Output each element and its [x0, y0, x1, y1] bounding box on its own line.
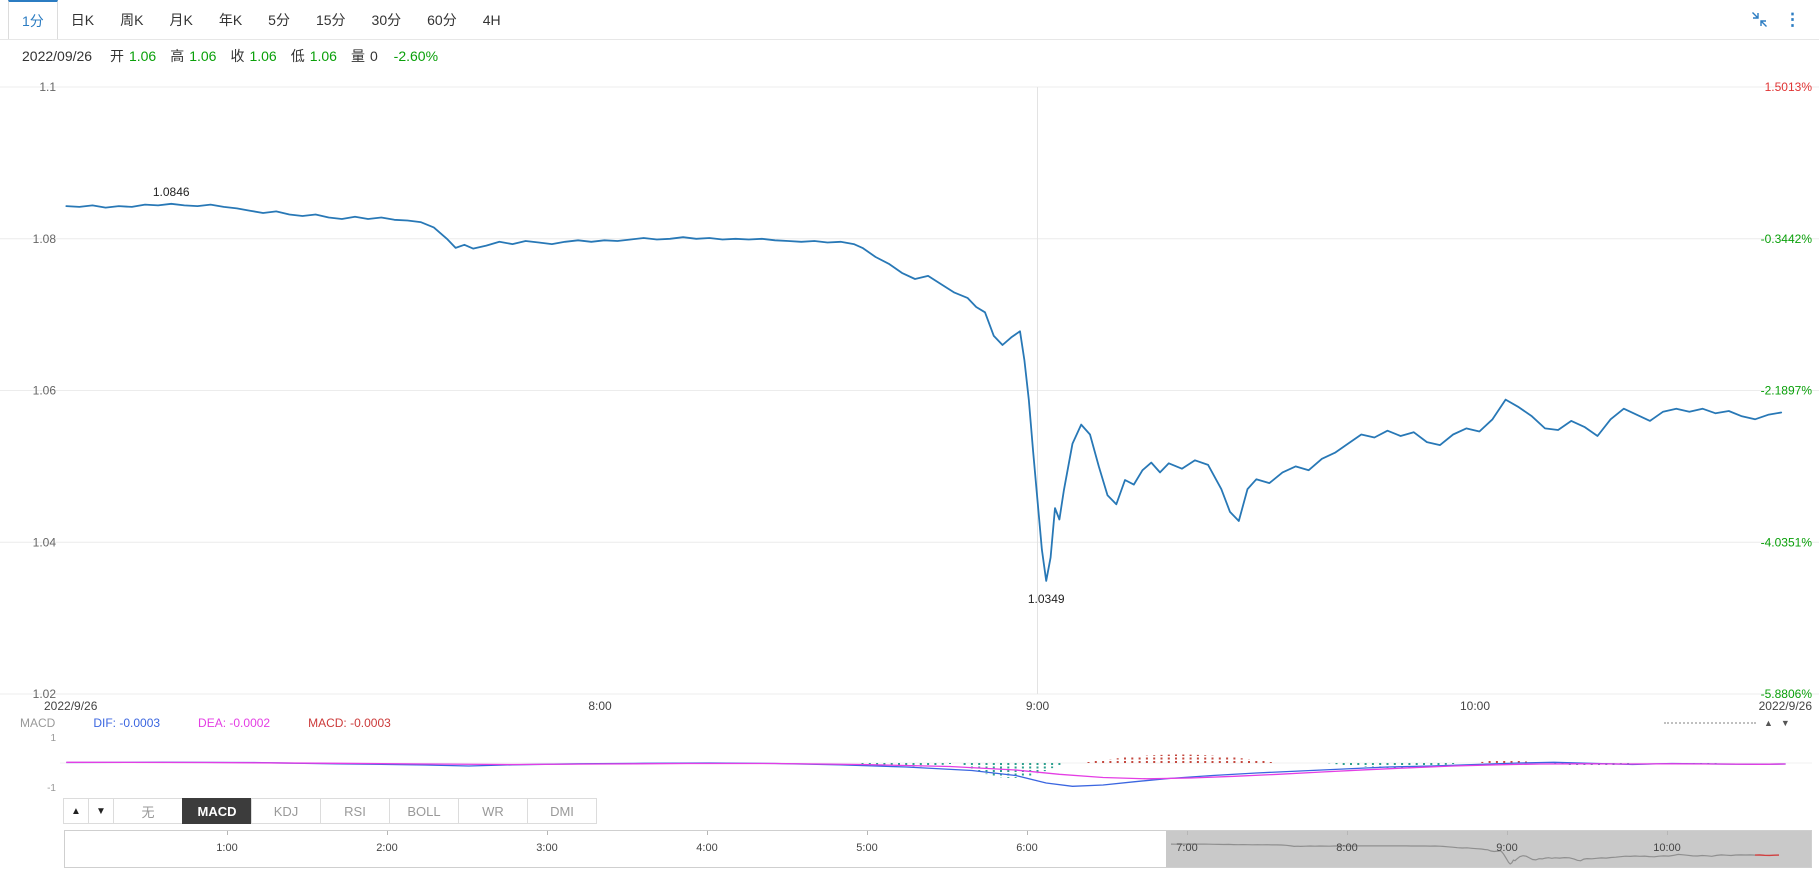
- y-axis-percent-label: -0.3442%: [1761, 232, 1813, 246]
- y-axis-price-label: 1.08: [33, 232, 57, 246]
- navigator-time-label: 2:00: [376, 842, 398, 854]
- more-menu-icon[interactable]: ⋮: [1784, 10, 1801, 29]
- indicator-up-icon[interactable]: ▲: [63, 798, 89, 824]
- timeframe-tab-4H[interactable]: 4H: [482, 11, 501, 28]
- timeframe-tabs: 1分 日K 周K 月K 年K 5分 15分 30分 60分 4H: [0, 0, 514, 39]
- macd-y-label: -1: [47, 783, 56, 794]
- navigator-time-label: 8:00: [1336, 842, 1358, 854]
- quote-field-value: 1.06: [309, 48, 337, 64]
- toolbar-icons: ⋮: [1751, 0, 1819, 39]
- quote-field-label: 高: [170, 48, 185, 64]
- x-axis-label: 2022/9/26: [44, 699, 98, 713]
- timeframe-tab-15分[interactable]: 15分: [315, 11, 346, 28]
- macd-y-label: 1: [50, 733, 56, 744]
- navigator-time-label: 5:00: [856, 842, 878, 854]
- quote-field-label: 量: [350, 48, 365, 64]
- navigator-tick: [1507, 831, 1508, 835]
- y-axis-price-label: 1.06: [33, 384, 57, 398]
- y-axis-percent-label: 1.5013%: [1765, 80, 1813, 94]
- indicator-tab-MACD[interactable]: MACD: [182, 798, 252, 824]
- timeframe-tab-日K[interactable]: 日K: [70, 11, 95, 28]
- timeframe-tab-60分[interactable]: 60分: [427, 11, 457, 28]
- y-axis-percent-label: -5.8806%: [1761, 687, 1813, 701]
- price-line: [65, 202, 1783, 582]
- macd-legend: MACD DIF: -0.0003 DEA: -0.0002 MACD: -0.000…: [20, 716, 391, 730]
- indicator-tab-WR[interactable]: WR: [458, 798, 528, 824]
- price-chart[interactable]: 1.1 1.5013% 1.08 -0.3442% 1.06 -2.1897% 1.04 -4…: [0, 72, 1819, 720]
- navigator-time-label: 10:00: [1653, 842, 1681, 854]
- navigator-tick: [707, 831, 708, 835]
- navigator-time-label: 1:00: [216, 842, 238, 854]
- dif-line: [66, 761, 1786, 787]
- time-navigator[interactable]: 1:00 2:00 3:00 4:00 5:00 6:00 7:00 8:00 9:00 10:0…: [64, 830, 1812, 868]
- macd-legend-item: MACD: -0.0003: [308, 716, 391, 730]
- navigator-tick: [1347, 831, 1348, 835]
- panel-resize-control: ▲ ▼: [1664, 717, 1790, 729]
- navigator-tick: [547, 831, 548, 835]
- indicator-tab-KDJ[interactable]: KDJ: [251, 798, 321, 824]
- navigator-tick: [1027, 831, 1028, 835]
- indicator-bar: ▲ ▼ 无 MACD KDJ RSI BOLL WR DMI: [63, 798, 597, 824]
- navigator-selected-range[interactable]: [1166, 831, 1811, 867]
- timeframe-tab-年K[interactable]: 年K: [218, 11, 243, 28]
- navigator-time-label: 6:00: [1016, 842, 1038, 854]
- x-axis-label: 9:00: [1026, 699, 1050, 713]
- y-axis-percent-label: -2.1897%: [1761, 384, 1813, 398]
- change-percent: -2.60%: [393, 48, 439, 64]
- indicator-tab-BOLL[interactable]: BOLL: [389, 798, 459, 824]
- timeframe-tab-1分[interactable]: 1分: [8, 0, 58, 39]
- navigator-time-label: 4:00: [696, 842, 718, 854]
- price-annotation: 1.0846: [153, 185, 190, 199]
- navigator-tick: [387, 831, 388, 835]
- quote-field-value: 1.06: [128, 48, 157, 64]
- navigator-tick: [1187, 831, 1188, 835]
- y-axis-price-label: 1.04: [33, 535, 57, 549]
- timeframe-tab-月K[interactable]: 月K: [169, 11, 193, 28]
- macd-panel-title: MACD: [20, 716, 56, 730]
- y-axis-price-label: 1.1: [39, 80, 56, 94]
- quote-field-value: 1.06: [189, 48, 217, 64]
- navigator-time-label: 3:00: [536, 842, 558, 854]
- indicator-tab-无[interactable]: 无: [113, 798, 183, 824]
- x-axis-label: 8:00: [588, 699, 612, 713]
- x-axis-label: 2022/9/26: [1759, 699, 1813, 713]
- macd-chart[interactable]: 1 -1: [0, 718, 1819, 800]
- quote-date: 2022/09/26: [22, 48, 93, 64]
- indicator-tab-DMI[interactable]: DMI: [527, 798, 597, 824]
- price-annotation: 1.0349: [1028, 592, 1065, 606]
- navigator-time-label: 7:00: [1176, 842, 1198, 854]
- collapse-panel-icon[interactable]: ▼: [1780, 717, 1790, 728]
- quote-field-label: 开: [109, 48, 124, 64]
- timeframe-toolbar: 1分 日K 周K 月K 年K 5分 15分 30分 60分 4H ⋮: [0, 0, 1819, 40]
- quote-field-value: 0: [369, 48, 378, 64]
- quote-fields: 开 1.06 高 1.06 收 1.06 低 1.06 量 0: [96, 48, 378, 64]
- quote-field-label: 收: [230, 48, 245, 64]
- timeframe-tab-周K[interactable]: 周K: [120, 11, 144, 28]
- collapse-panels-icon[interactable]: [1751, 11, 1768, 28]
- x-axis-label: 10:00: [1460, 699, 1490, 713]
- quote-info-bar: 2022/09/26 开 1.06 高 1.06 收 1.06 低 1.06 量 0 -2.60%: [0, 41, 438, 71]
- expand-panel-icon[interactable]: ▲: [1764, 717, 1773, 728]
- dotted-divider: [1664, 722, 1756, 724]
- macd-legend-item: DEA: -0.0002: [198, 716, 271, 730]
- y-axis-price-label: 1.02: [33, 687, 57, 701]
- macd-legend-item: DIF: -0.0003: [93, 716, 161, 730]
- dea-line: [66, 761, 1786, 780]
- navigator-tick: [227, 831, 228, 835]
- y-axis-percent-label: -4.0351%: [1761, 535, 1813, 549]
- timeframe-tab-30分[interactable]: 30分: [371, 11, 402, 28]
- navigator-tick: [1667, 831, 1668, 835]
- indicator-tab-RSI[interactable]: RSI: [320, 798, 390, 824]
- navigator-tick: [867, 831, 868, 835]
- indicator-down-icon[interactable]: ▼: [88, 798, 114, 824]
- quote-field-value: 1.06: [249, 48, 277, 64]
- navigator-mini-chart: [1170, 843, 1780, 865]
- quote-field-label: 低: [290, 48, 305, 64]
- timeframe-tab-5分[interactable]: 5分: [268, 11, 290, 28]
- navigator-time-label: 9:00: [1496, 842, 1518, 854]
